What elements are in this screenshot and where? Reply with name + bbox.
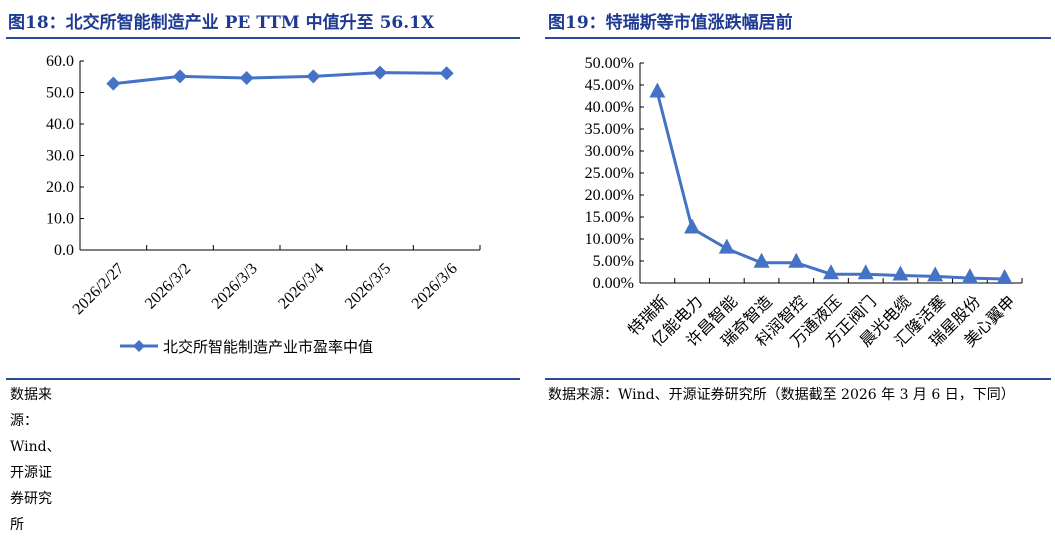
data-point-triangle [892,265,909,281]
legend-label: 北交所智能制造产业市盈率中值 [163,338,373,356]
data-point-diamond [173,69,187,84]
y-tick-label: 5.00% [593,253,634,270]
right-source-rule [545,378,1051,380]
y-tick-label: 10.00% [585,231,634,248]
data-point-diamond [106,76,121,91]
right-source: 数据来源：Wind、开源证券研究所（数据截至 2026 年 3 月 6 日，下同… [548,387,1015,403]
y-tick-label: 50.00% [585,55,634,72]
y-tick-label: 0.00% [593,275,634,292]
x-tick-label: 2026/3/3 [209,260,261,312]
y-tick-label: 15.00% [585,209,634,226]
data-point-diamond [373,65,387,80]
data-point-triangle [684,218,701,234]
y-tick-label: 25.00% [585,165,634,182]
legend-marker-diamond [133,340,145,352]
data-point-triangle [823,264,839,280]
data-point-triangle [927,266,944,282]
x-tick-label: 2026/3/4 [275,260,327,312]
left-chart-title: 图18：北交所智能制造产业 PE TTM 中值升至 56.1X [8,13,435,33]
data-point-triangle [857,264,874,280]
y-tick-label: 35.00% [585,121,634,138]
charts-canvas: 0.0 10.0 20.0 30.0 40.0 50.0 60.0 2026/2/27 2026… [46,53,1023,356]
x-tick-label: 2026/2/27 [70,260,128,318]
y-tick-label: 20.00% [585,187,634,204]
x-tick-label: 2026/3/5 [342,260,394,312]
y-tick-label: 40.0 [46,116,74,133]
data-point-diamond [439,66,454,81]
y-tick-label: 20.0 [46,179,74,196]
data-point-triangle [649,82,666,98]
data-point-triangle [788,252,805,268]
series-line [655,92,1005,281]
y-tick-label: 50.0 [46,85,74,102]
left-source-rule [6,378,520,380]
x-tick-label: 2026/3/6 [409,260,461,312]
y-tick-label: 0.0 [54,242,74,259]
data-point-triangle [961,268,978,284]
y-tick-label: 45.00% [585,77,634,94]
data-point-diamond [239,71,254,86]
y-tick-label: 30.00% [585,143,634,160]
right-title-rule [545,37,1051,39]
data-point-triangle [753,252,770,268]
right-chart-title: 图19：特瑞斯等市值涨跌幅居前 [548,13,793,33]
y-tick-label: 30.0 [46,148,74,165]
y-tick-label: 40.00% [585,99,634,116]
x-tick-label: 2026/3/2 [142,260,194,312]
data-point-triangle [718,238,735,254]
left-title-rule [6,37,520,39]
data-point-diamond [306,69,321,84]
y-tick-label: 60.0 [46,53,74,70]
series-line [113,71,447,86]
data-point-triangle [996,269,1013,285]
y-tick-label: 10.0 [46,211,74,228]
